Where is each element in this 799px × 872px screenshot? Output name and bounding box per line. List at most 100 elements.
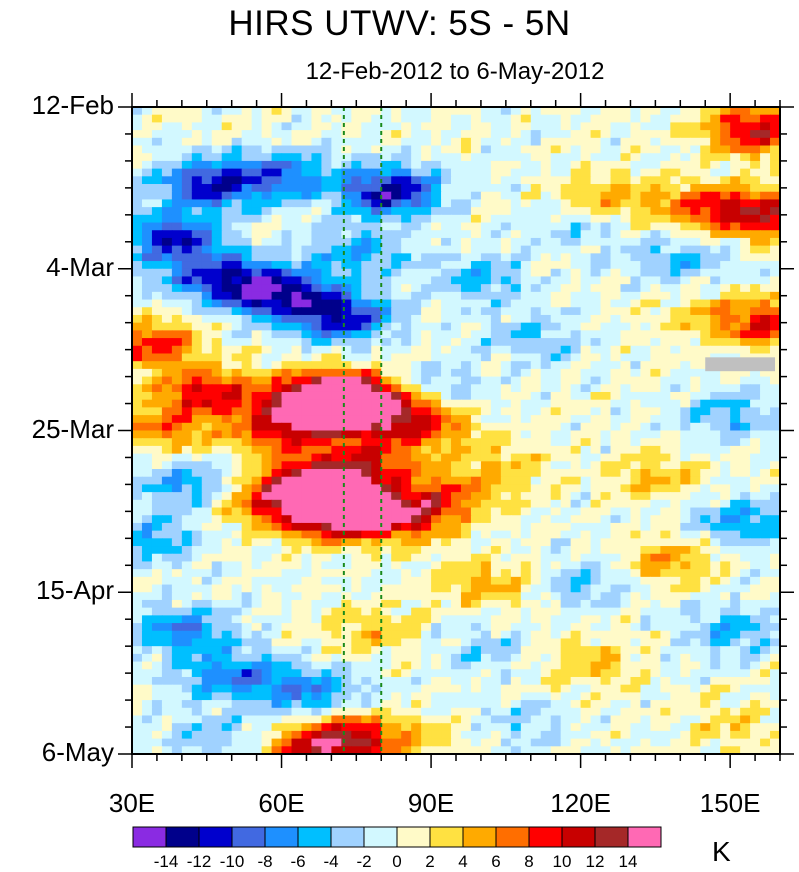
heatmap-cell (311, 145, 323, 154)
heatmap-cell (600, 422, 612, 432)
heatmap-cell (211, 214, 223, 224)
heatmap-cell (151, 245, 163, 254)
heatmap-cell (750, 176, 761, 185)
heatmap-cell (171, 422, 183, 432)
heatmap-cell (610, 669, 622, 678)
heatmap-cell (221, 653, 233, 663)
heatmap-cell (211, 261, 223, 270)
heatmap-cell (351, 214, 362, 224)
heatmap-cell (331, 384, 342, 393)
heatmap-cell (271, 484, 283, 493)
heatmap-cell (181, 376, 193, 385)
heatmap-cell (391, 207, 402, 216)
heatmap-cell (441, 676, 452, 686)
heatmap-cell (740, 592, 751, 601)
heatmap-cell (271, 607, 283, 616)
heatmap-cell (770, 261, 781, 270)
heatmap-cell (550, 499, 562, 509)
heatmap-cell (630, 561, 642, 570)
heatmap-cell (580, 592, 592, 601)
heatmap-cell (451, 546, 462, 555)
heatmap-cell (510, 160, 522, 170)
heatmap-cell (351, 207, 362, 216)
heatmap-cell (191, 176, 203, 185)
heatmap-cell (630, 384, 642, 393)
heatmap-cell (730, 261, 741, 270)
heatmap-cell (600, 307, 612, 316)
heatmap-cell (690, 330, 701, 339)
heatmap-cell (271, 253, 283, 262)
heatmap-cell (670, 214, 681, 224)
heatmap-cell (490, 630, 502, 640)
heatmap-cell (311, 538, 323, 547)
heatmap-cell (580, 607, 592, 616)
heatmap-cell (720, 299, 731, 308)
heatmap-cell (680, 222, 691, 231)
heatmap-cell (381, 191, 392, 201)
heatmap-cell (231, 615, 243, 624)
heatmap-cell (730, 345, 741, 355)
heatmap-cell (530, 184, 542, 193)
heatmap-cell (271, 638, 283, 647)
heatmap-cell (191, 307, 203, 316)
heatmap-cell (520, 230, 532, 239)
heatmap-cell (710, 492, 721, 501)
heatmap-cell (460, 307, 472, 316)
heatmap-cell (460, 376, 472, 385)
heatmap-cell (640, 584, 651, 593)
heatmap-cell (600, 314, 612, 324)
heatmap-cell (540, 484, 552, 493)
heatmap-cell (261, 160, 273, 170)
heatmap-cell (421, 307, 432, 316)
heatmap-cell (730, 669, 741, 678)
heatmap-cell (760, 314, 771, 324)
heatmap-cell (520, 492, 532, 501)
heatmap-cell (700, 314, 711, 324)
heatmap-cell (251, 630, 263, 640)
heatmap-cell (480, 507, 492, 516)
heatmap-cell (650, 630, 661, 640)
heatmap-cell (441, 330, 452, 339)
heatmap-cell (550, 114, 562, 123)
heatmap-cell (480, 184, 492, 193)
heatmap-cell (610, 569, 622, 578)
heatmap-cell (480, 561, 492, 570)
heatmap-cell (211, 322, 223, 331)
heatmap-cell (610, 153, 622, 162)
heatmap-cell (640, 669, 651, 678)
heatmap-cell (730, 207, 741, 216)
heatmap-cell (241, 561, 253, 570)
heatmap-cell (580, 538, 592, 547)
heatmap-cell (580, 492, 592, 501)
heatmap-cell (530, 314, 542, 324)
heatmap-cell (460, 284, 472, 293)
heatmap-cell (261, 114, 273, 123)
heatmap-cell (301, 122, 313, 131)
heatmap-cell (151, 669, 163, 678)
heatmap-cell (690, 368, 701, 378)
heatmap-cell (221, 399, 233, 408)
heatmap-cell (500, 407, 512, 416)
heatmap-cell (470, 461, 482, 470)
heatmap-cell (151, 561, 163, 570)
heatmap-cell (690, 592, 701, 601)
heatmap-cell (730, 615, 741, 624)
heatmap-cell (401, 546, 412, 555)
heatmap-cell (530, 630, 542, 640)
heatmap-cell (381, 284, 392, 293)
heatmap-cell (221, 338, 233, 347)
heatmap-cell (421, 376, 432, 385)
heatmap-cell (371, 384, 382, 393)
heatmap-cell (391, 684, 402, 693)
heatmap-cell (311, 515, 323, 524)
heatmap-cell (480, 214, 492, 224)
heatmap-cell (361, 222, 372, 231)
heatmap-cell (331, 445, 342, 455)
heatmap-cell (421, 114, 432, 123)
heatmap-cell (391, 153, 402, 162)
heatmap-cell (600, 530, 612, 539)
heatmap-cell (520, 214, 532, 224)
heatmap-cell (431, 230, 442, 239)
heatmap-cell (530, 191, 542, 201)
heatmap-cell (640, 330, 651, 339)
